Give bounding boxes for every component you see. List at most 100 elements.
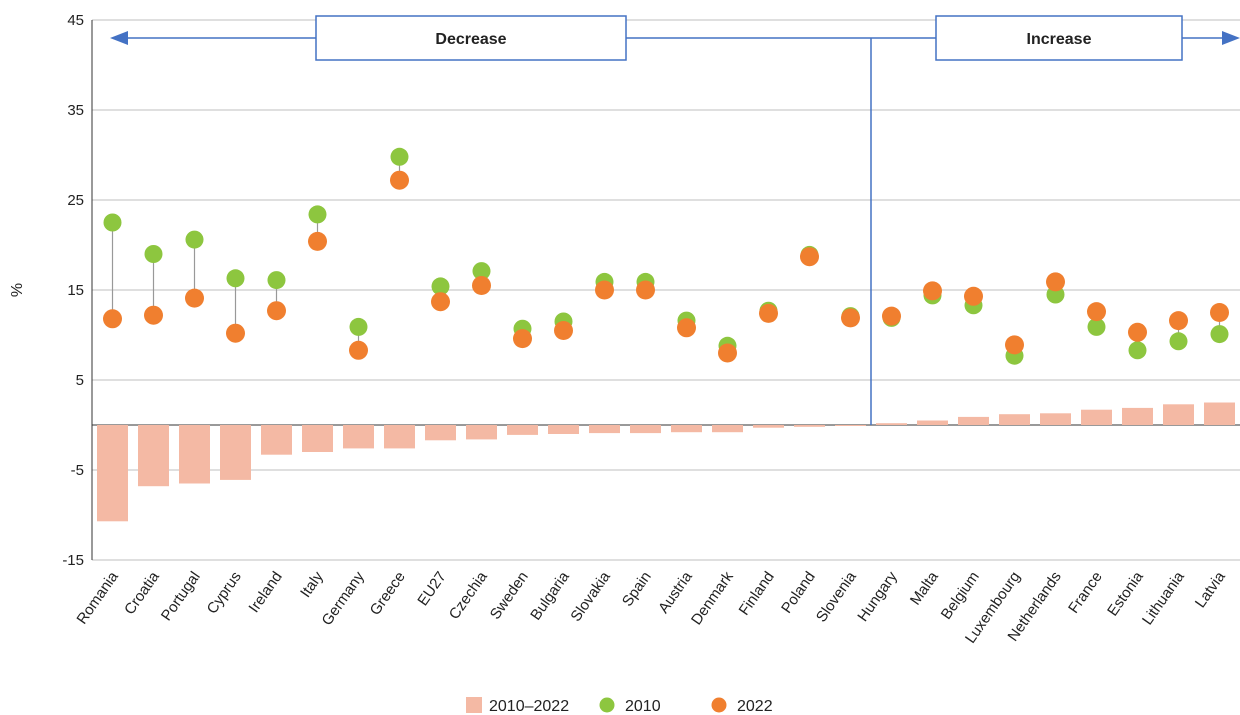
category-label: Cyprus	[204, 569, 245, 618]
increase-box	[935, 15, 1183, 61]
bar	[548, 425, 579, 434]
decrease-label: Decrease	[435, 31, 506, 48]
dot-2010	[1210, 325, 1229, 344]
category-label: Ireland	[246, 569, 286, 616]
y-tick-label: 25	[67, 192, 84, 209]
y-axis-title: %	[9, 283, 26, 297]
dot-2022	[677, 318, 696, 338]
category-label: Denmark	[688, 568, 737, 628]
bar	[835, 425, 866, 426]
dot-2022	[308, 231, 327, 251]
dot-2022	[1169, 311, 1188, 331]
bar	[958, 416, 989, 425]
bar	[220, 425, 251, 480]
dot-2022	[882, 306, 901, 326]
dot-2010	[431, 277, 450, 296]
dot-2010	[1087, 317, 1106, 336]
y-tick-label: 35	[67, 102, 84, 119]
bar	[1204, 402, 1235, 425]
dot-2022	[1046, 272, 1065, 292]
dot-2010	[1169, 332, 1188, 351]
bar	[1040, 413, 1071, 425]
dot-2022	[1005, 335, 1024, 355]
direction-annotations: Decrease Increase	[110, 15, 1240, 425]
bar	[589, 425, 620, 434]
category-label: Estonia	[1104, 568, 1147, 619]
dot-2010	[1128, 341, 1147, 360]
legend-label-2010: 2010	[625, 698, 661, 715]
y-tick-label: -15	[62, 552, 84, 569]
bar	[1163, 404, 1194, 425]
category-label: Portugal	[158, 569, 204, 625]
bar	[794, 425, 825, 427]
category-label: Finland	[736, 569, 778, 619]
dot-2010	[267, 271, 286, 290]
dot-2022	[431, 292, 450, 312]
dot-2022	[1210, 303, 1229, 322]
dot-2022	[636, 280, 655, 300]
y-axis: 45 35 25 15 5 -5 -15	[62, 12, 84, 569]
bar	[466, 425, 497, 440]
dot-2010	[144, 245, 163, 263]
category-label: Slovakia	[567, 568, 614, 625]
category-label: Slovenia	[813, 568, 860, 625]
y-tick-label: 5	[76, 372, 84, 389]
bar	[179, 425, 210, 484]
grid-lines	[91, 19, 1240, 561]
y-tick-label: 15	[67, 282, 84, 299]
dot-2022	[595, 280, 614, 300]
bar	[343, 425, 374, 449]
bar	[507, 425, 538, 435]
bar	[876, 423, 907, 425]
bar	[630, 425, 661, 434]
category-label: Poland	[778, 569, 819, 617]
arrow-right-icon	[1222, 31, 1240, 45]
category-label: Hungary	[854, 568, 901, 625]
scatter-series-2010	[103, 147, 1229, 365]
category-label: Belgium	[938, 569, 983, 623]
dot-2022	[964, 286, 983, 306]
bar	[1122, 407, 1153, 425]
bar	[999, 414, 1030, 425]
bar-series-2010-2022	[97, 402, 1235, 522]
bar	[138, 425, 169, 487]
y-tick-label: -5	[71, 462, 84, 479]
bar	[917, 420, 948, 425]
legend: 2010–2022 2010 2022	[466, 697, 773, 715]
dot-2010	[390, 147, 409, 166]
category-label: Czechia	[446, 568, 491, 623]
dot-2022	[390, 170, 409, 190]
category-label: Latvia	[1192, 568, 1229, 611]
dot-2010	[103, 213, 122, 232]
y-tick-label: 45	[67, 12, 84, 29]
legend-label-2022: 2022	[737, 698, 773, 715]
legend-swatch-bar	[466, 697, 482, 713]
bar	[97, 425, 128, 522]
dot-2022	[103, 309, 122, 329]
dot-2022	[554, 321, 573, 340]
increase-label: Increase	[1027, 31, 1092, 48]
bar	[302, 425, 333, 452]
category-label: Malta	[907, 568, 942, 608]
category-label: Spain	[619, 569, 655, 610]
category-label: Romania	[73, 568, 122, 627]
category-label: EU27	[414, 569, 449, 609]
dot-2022	[513, 329, 532, 349]
category-label: Austria	[655, 568, 696, 617]
dot-2010	[308, 205, 327, 224]
dot-2022	[718, 343, 737, 363]
legend-swatch-2010	[599, 697, 615, 713]
connector-lines	[111, 156, 1221, 356]
category-label: Italy	[297, 568, 327, 601]
bar	[753, 425, 784, 428]
category-label: Lithuania	[1139, 568, 1188, 628]
dot-2022	[800, 247, 819, 267]
dot-2022	[841, 308, 860, 328]
arrow-left-icon	[110, 31, 128, 45]
dot-2022	[1128, 322, 1147, 342]
scatter-series-2022	[103, 170, 1229, 363]
dot-2022	[923, 281, 942, 301]
bar	[712, 425, 743, 433]
